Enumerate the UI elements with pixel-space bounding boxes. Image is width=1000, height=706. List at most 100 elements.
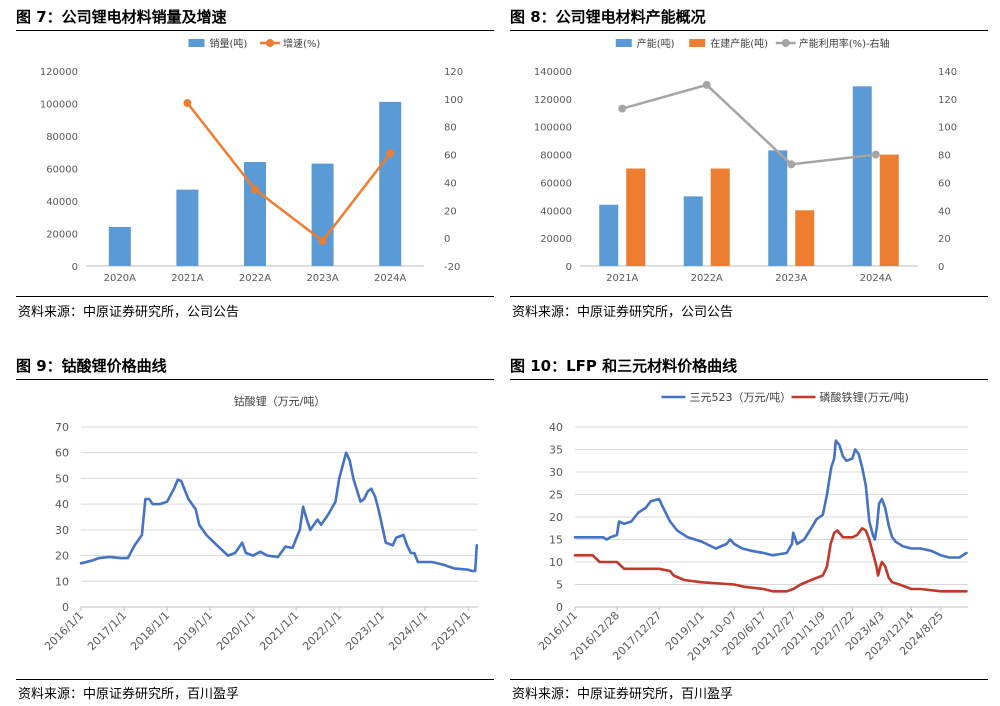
fig7-y-left-tick-5: 100000 [40,100,78,111]
fig9-x-tick-9: 2025/1/1 [429,609,473,653]
fig8-line-point-1 [702,80,711,89]
fig7-y-right-tick-2: 20 [444,206,457,217]
fig9-chart-title: 钴酸锂（万元/吨） [234,394,326,408]
fig9-y-tick-3: 30 [55,524,69,537]
fig9-x-tick-2: 2018/1/1 [128,609,172,653]
fig8-legend-marker-2 [781,39,790,47]
fig8-line-point-3 [871,150,880,159]
fig7-legend-swatch-0 [188,39,205,47]
fig8-x-tick-2: 2023A [775,273,807,284]
fig7-legend-label-1: 增速(%) [283,37,320,50]
fig7-x-tick-1: 2021A [171,273,203,284]
fig7-y-right-tick-1: 0 [444,234,450,245]
fig9-y-tick-1: 10 [55,575,69,588]
figure-8-top-rule [510,30,988,31]
fig9-y-tick-0: 0 [62,601,69,614]
fig8-bar-s1-2 [795,210,815,266]
fig8-y-left-tick-7: 140000 [534,67,572,78]
figure-7-top-rule [16,30,494,31]
fig10-y-tick-6: 30 [549,466,563,479]
fig9-y-tick-2: 20 [55,550,69,563]
fig8-legend-label-2: 产能利用率(%)-右轴 [799,37,890,50]
fig9-y-tick-6: 60 [55,447,69,460]
fig8-bar-s0-0 [599,204,619,266]
fig8-y-right-tick-4: 80 [938,151,951,162]
fig7-x-tick-0: 2020A [104,273,136,284]
figure-10-source: 资料来源：中原证券研究所，百川盈孚 [512,687,734,702]
fig9-x-tick-4: 2020/1/1 [214,609,258,653]
fig8-x-tick-0: 2021A [606,273,638,284]
fig8-bar-s1-0 [626,168,646,266]
fig10-y-tick-5: 25 [549,489,563,502]
fig7-line-point-1 [183,99,192,108]
figure-7-title: 图 7：公司锂电材料销量及增速 [16,8,227,26]
fig9-y-tick-7: 70 [55,421,69,434]
fig7-y-left-tick-2: 40000 [46,197,78,208]
figure-8-panel: 图 8：公司锂电材料产能概况 0 20000 40000 60000 80000 1000… [510,6,988,322]
fig10-y-tick-7: 35 [549,444,563,457]
figure-8-chart: 0 20000 40000 60000 80000 100000 120000 140000 0… [534,37,957,284]
figure-9-source: 资料来源：中原证券研究所，百川盈孚 [18,687,240,702]
fig7-bar-s0-3 [311,163,334,266]
fig8-y-left-tick-6: 120000 [534,95,572,106]
figure-10-title: 图 10：LFP 和三元材料价格曲线 [510,357,738,375]
fig10-x-tick-0: 2016/1/1 [536,609,580,653]
fig8-x-tick-3: 2024A [860,273,892,284]
fig7-y-left-tick-1: 20000 [46,230,78,241]
fig8-y-right-tick-6: 120 [938,95,957,106]
fig10-y-tick-3: 15 [549,534,563,547]
fig8-y-left-tick-2: 40000 [540,206,572,217]
fig10-y-tick-2: 10 [549,556,563,569]
fig8-y-left-tick-0: 0 [566,262,572,273]
fig7-line-point-4 [386,149,395,158]
fig8-bar-s0-2 [768,150,788,266]
fig8-legend-label-1: 在建产能(吨) [710,37,768,50]
fig8-y-right-tick-0: 0 [938,262,944,273]
fig9-x-tick-5: 2021/1/1 [257,609,301,653]
fig8-x-tick-1: 2022A [691,273,723,284]
fig9-y-tick-5: 50 [55,472,69,485]
figure-9-title: 图 9：钴酸锂价格曲线 [16,357,167,375]
fig8-legend-swatch-1 [689,39,706,47]
fig7-y-left-tick-3: 60000 [46,165,78,176]
fig7-bar-s0-4 [379,101,402,266]
fig8-bar-s0-1 [683,196,703,266]
figure-10-bottom-rule [510,679,988,680]
fig8-bar-s1-3 [879,154,899,266]
fig8-y-left-tick-3: 60000 [540,178,572,189]
fig8-line-0 [621,83,876,166]
fig7-line-point-2 [251,185,259,194]
fig9-x-tick-6: 2022/1/1 [300,609,344,653]
fig7-y-right-tick-3: 40 [444,178,457,189]
fig7-y-left-tick-0: 0 [72,262,78,273]
fig7-line-point-3 [318,236,327,245]
fig7-bar-s0-1 [176,189,199,266]
fig7-y-left-tick-4: 80000 [46,132,78,143]
figure-8-source: 资料来源：中原证券研究所，公司公告 [512,305,734,320]
fig8-legend-label-0: 产能(吨) [637,37,675,50]
figure-9-bottom-rule [16,679,494,680]
fig10-y-tick-8: 40 [549,421,563,434]
figure-10-chart: 05101520253035402016/1/12016/12/282017/1… [536,390,968,663]
fig8-y-left-tick-5: 100000 [534,123,572,134]
figure-8-title: 图 8：公司锂电材料产能概况 [510,8,706,26]
figure-7-bottom-rule [16,296,494,297]
figure-9-chart: 0102030405060702016/1/12017/1/12018/1/12… [42,394,479,653]
fig10-y-tick-0: 0 [556,601,563,614]
fig10-series-line-0 [573,439,968,559]
figure-9-panel: 图 9：钴酸锂价格曲线 0 10 20 30 40 50 60 70 2016/1/1 2017/… [16,355,494,705]
fig10-series-line-1 [573,527,968,593]
figure-7-chart: 0 20000 40000 60000 80000 100000 120000 -20 0 20 4… [40,37,463,284]
fig9-x-tick-7: 2023/1/1 [343,609,387,653]
fig9-x-tick-8: 2024/1/1 [386,609,430,653]
figure-7-panel: 图 7：公司锂电材料销量及增速 0 20000 40000 60000 80000 100… [16,6,494,322]
fig7-x-tick-3: 2023A [306,273,338,284]
fig8-bar-s1-1 [710,168,730,266]
figure-10-panel: 图 10：LFP 和三元材料价格曲线 0 5 10 15 20 25 30 35 40 2016/… [510,355,988,705]
fig7-bar-s0-2 [244,162,266,266]
fig7-x-tick-4: 2024A [374,273,406,284]
fig8-line-point-0 [618,104,627,113]
fig10-y-tick-4: 20 [549,511,563,524]
fig7-x-tick-2: 2022A [239,273,271,284]
figure-9-top-rule [16,379,494,380]
